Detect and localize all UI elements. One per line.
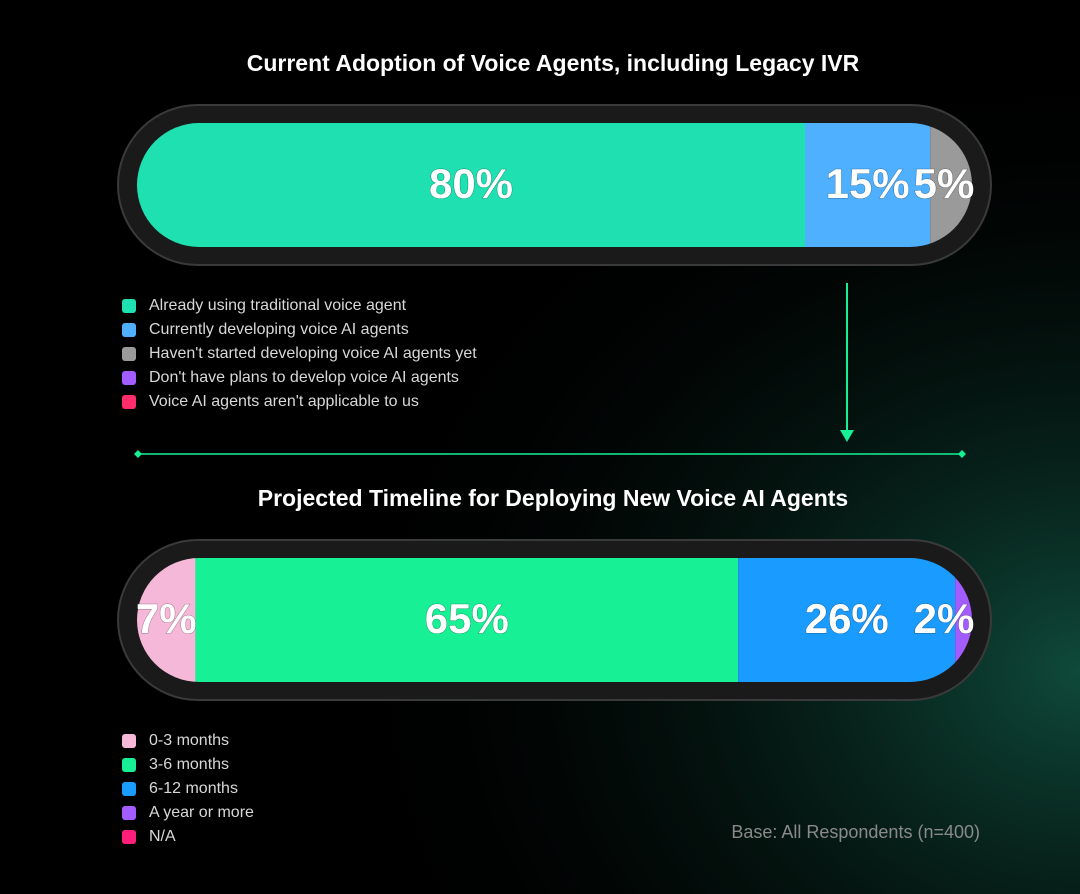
legend-swatch bbox=[122, 323, 136, 337]
chart-title: Current Adoption of Voice Agents, includ… bbox=[247, 50, 860, 76]
legend-label: N/A bbox=[149, 828, 176, 845]
value-label: 2% bbox=[914, 595, 975, 642]
bar-group bbox=[137, 123, 972, 247]
bar-group bbox=[137, 558, 972, 682]
legend-swatch bbox=[122, 758, 136, 772]
legend-label: 0-3 months bbox=[149, 732, 229, 749]
legend-label: A year or more bbox=[149, 804, 254, 821]
legend-swatch bbox=[122, 395, 136, 409]
legend-label: 3-6 months bbox=[149, 756, 229, 773]
legend-swatch bbox=[122, 782, 136, 796]
value-label: 15% bbox=[826, 160, 910, 207]
value-label: 65% bbox=[425, 595, 509, 642]
footnote: Base: All Respondents (n=400) bbox=[731, 822, 980, 842]
legend-label: Voice AI agents aren't applicable to us bbox=[149, 393, 419, 410]
legend-label: Haven't started developing voice AI agen… bbox=[149, 345, 477, 362]
arrow-head bbox=[840, 430, 854, 442]
bar-segment bbox=[195, 558, 739, 682]
legend-swatch bbox=[122, 734, 136, 748]
value-label: 80% bbox=[429, 160, 513, 207]
legend-swatch bbox=[122, 299, 136, 313]
value-label: 5% bbox=[914, 160, 975, 207]
legend-label: Currently developing voice AI agents bbox=[149, 321, 409, 338]
legend-swatch bbox=[122, 806, 136, 820]
legend-label: Already using traditional voice agent bbox=[149, 297, 407, 314]
legend-swatch bbox=[122, 830, 136, 844]
bar-segment bbox=[805, 123, 931, 247]
chart-title: Projected Timeline for Deploying New Voi… bbox=[258, 485, 848, 511]
bar-segment bbox=[137, 123, 805, 247]
legend-swatch bbox=[122, 371, 136, 385]
legend-swatch bbox=[122, 347, 136, 361]
legend-label: Don't have plans to develop voice AI age… bbox=[149, 369, 459, 386]
bar-segment bbox=[738, 558, 956, 682]
value-label: 26% bbox=[805, 595, 889, 642]
value-label: 7% bbox=[136, 595, 197, 642]
legend-label: 6-12 months bbox=[149, 780, 238, 797]
